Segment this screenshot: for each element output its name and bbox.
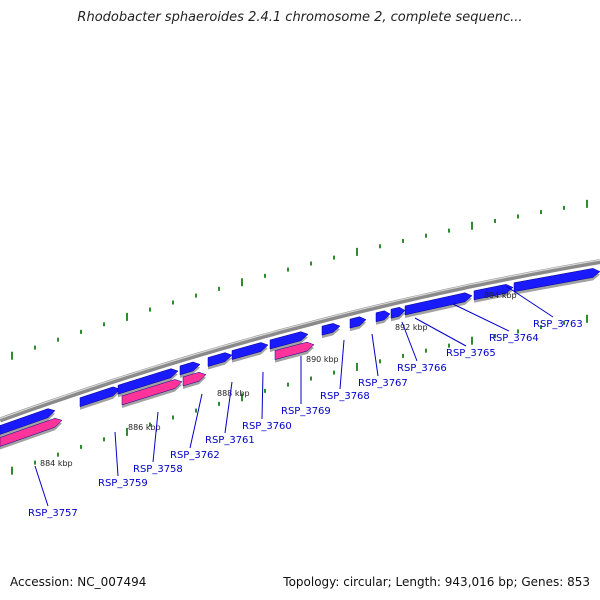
gene-label-leader [339,339,345,390]
gene-label[interactable]: RSP_3767 [358,378,408,389]
gene-label[interactable]: RSP_3757 [28,508,78,519]
gene-arrow-forward[interactable] [473,284,514,301]
gene-label-leader [371,333,379,377]
gene-label-leader [224,381,233,434]
gene-label[interactable]: RSP_3765 [446,348,496,359]
gene-label-leader [189,393,203,449]
gene-label-leader [414,317,467,347]
kbp-scale-label: 892 kbp [395,323,428,332]
gene-arrow-forward[interactable] [390,306,406,319]
chromosome-backbone-highlight [0,259,600,420]
gene-label[interactable]: RSP_3762 [170,450,220,461]
gene-arrow-reverse[interactable] [274,341,315,360]
gene-arrow-reverse[interactable] [0,417,63,447]
gene-label-leader [34,465,49,507]
gene-arrow-forward[interactable] [0,408,56,435]
kbp-scale-label: 884 kbp [40,459,73,468]
gene-arrow-forward[interactable] [404,292,473,316]
gene-label[interactable]: RSP_3759 [98,478,148,489]
gene-arrow-forward[interactable] [179,361,201,376]
kbp-scale-label: 888 kbp [217,389,250,398]
gene-arrow-forward[interactable] [269,331,309,350]
gene-arrow-forward[interactable] [207,352,233,367]
gene-label[interactable]: RSP_3761 [205,435,255,446]
chromosome-backbone [0,259,600,423]
gene-arrow-forward[interactable] [349,316,367,329]
gene-arrow-forward[interactable] [231,342,269,360]
gene-label[interactable]: RSP_3764 [489,333,539,344]
accession-label: Accession: NC_007494 [10,575,147,589]
gene-arrow-forward[interactable] [321,323,341,336]
genome-summary-label: Topology: circular; Length: 943,016 bp; … [283,575,590,589]
gene-arrow-forward[interactable] [117,368,179,395]
gene-label[interactable]: RSP_3769 [281,406,331,417]
gene-label-leader [114,431,119,477]
map-title: Rhodobacter sphaeroides 2.4.1 chromosome… [77,10,523,25]
gene-label[interactable]: RSP_3768 [320,391,370,402]
gene-arrow-reverse[interactable] [182,371,207,387]
gene-arrow-forward[interactable] [513,268,600,293]
gene-label-leader [261,371,264,420]
kbp-scale-label: 890 kbp [306,355,339,364]
kbp-scale-label: 894 kbp [484,291,517,300]
gene-arrow-reverse[interactable] [121,379,183,406]
gene-label[interactable]: RSP_3758 [133,464,183,475]
gene-label[interactable]: RSP_3766 [397,363,447,374]
gene-label-leader [505,285,554,318]
gene-label[interactable]: RSP_3763 [533,319,583,330]
gene-label-leader [401,321,418,362]
gene-arrow-forward[interactable] [375,310,391,323]
kbp-scale-label: 886 kbp [128,423,161,432]
gene-label-leader [452,303,510,332]
gene-label[interactable]: RSP_3760 [242,421,292,432]
gene-label-leader [152,411,159,463]
gene-arrow-forward[interactable] [79,386,121,408]
